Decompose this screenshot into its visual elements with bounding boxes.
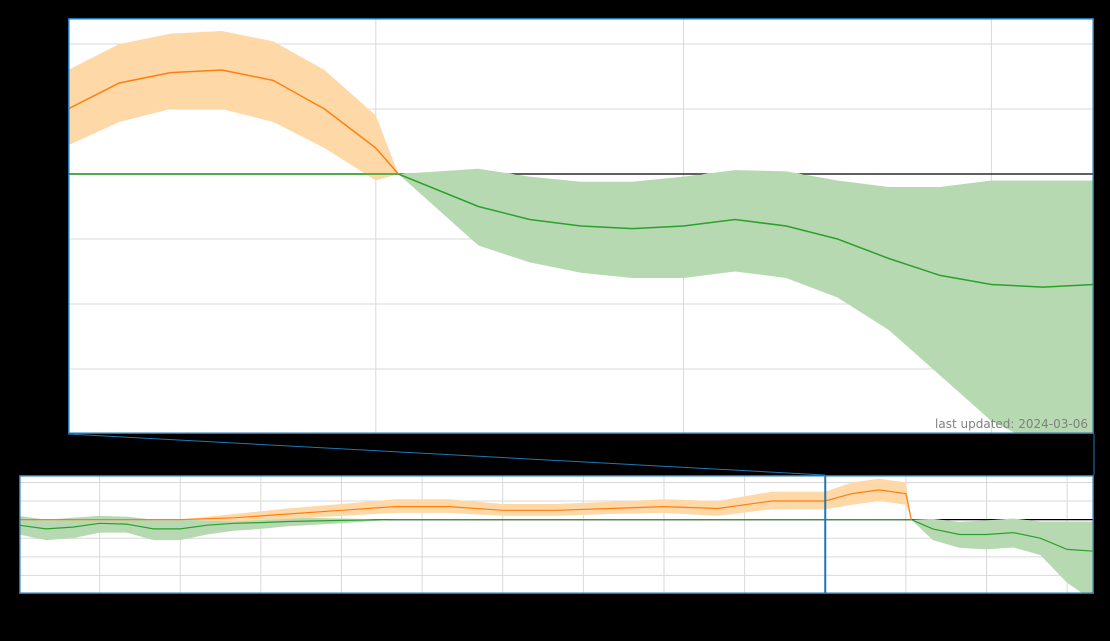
green-band: [68, 169, 1094, 434]
overview-chart: [19, 475, 1094, 594]
main-chart-panel: last updated: 2024-03-06: [68, 18, 1094, 434]
zoom-connector-left: [68, 434, 825, 475]
main-chart: last updated: 2024-03-06: [68, 18, 1094, 434]
figure-canvas: last updated: 2024-03-06: [0, 0, 1110, 641]
orange-band: [68, 31, 398, 181]
overview-chart-panel: [19, 475, 1094, 594]
last-updated-annotation: last updated: 2024-03-06: [935, 417, 1088, 431]
orange-band: [19, 479, 911, 522]
